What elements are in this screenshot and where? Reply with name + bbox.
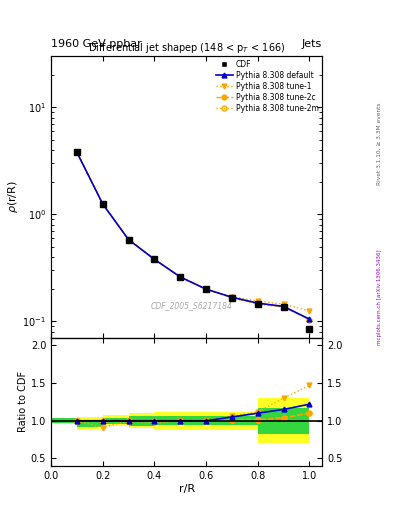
Legend: CDF, Pythia 8.308 default, Pythia 8.308 tune-1, Pythia 8.308 tune-2c, Pythia 8.3: CDF, Pythia 8.308 default, Pythia 8.308 … — [216, 60, 318, 113]
Text: mcplots.cern.ch [arXiv:1306.3436]: mcplots.cern.ch [arXiv:1306.3436] — [377, 249, 382, 345]
Y-axis label: Ratio to CDF: Ratio to CDF — [18, 371, 28, 433]
Text: Rivet 3.1.10, ≥ 3.3M events: Rivet 3.1.10, ≥ 3.3M events — [377, 102, 382, 185]
X-axis label: r/R: r/R — [178, 483, 195, 494]
Text: CDF_2005_S6217184: CDF_2005_S6217184 — [151, 301, 233, 310]
Text: 1960 GeV ppbar: 1960 GeV ppbar — [51, 38, 142, 49]
Title: Differential jet shapep (148 < p$_T$ < 166): Differential jet shapep (148 < p$_T$ < 1… — [88, 41, 285, 55]
Y-axis label: $\rho$(r/R): $\rho$(r/R) — [6, 181, 20, 214]
Text: Jets: Jets — [302, 38, 322, 49]
